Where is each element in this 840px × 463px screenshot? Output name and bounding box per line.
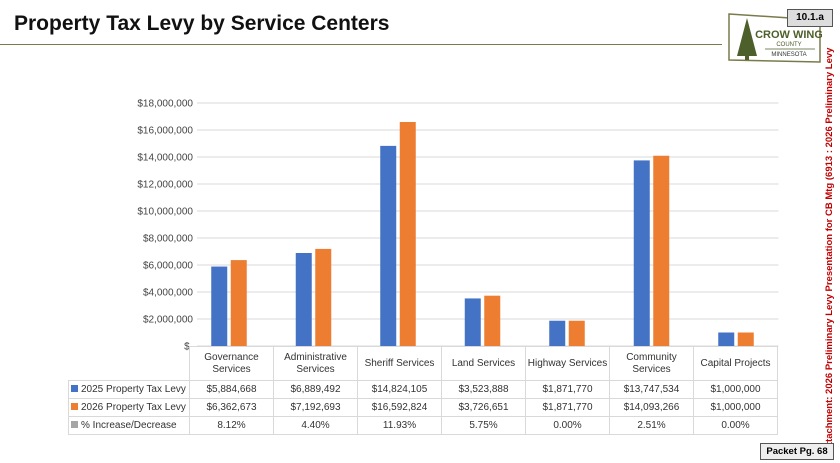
- series-name: 2025 Property Tax Levy: [81, 384, 186, 395]
- category-label: Community Services: [609, 346, 694, 381]
- category-label: Sheriff Services: [357, 346, 442, 381]
- bar-2025: [549, 320, 566, 346]
- category-label: Administrative Services: [273, 346, 358, 381]
- category-label: Land Services: [441, 346, 526, 381]
- data-label: $3,726,651: [441, 398, 526, 417]
- data-label: $3,523,888: [441, 380, 526, 399]
- legend-swatch: [71, 385, 78, 392]
- data-label: 8.12%: [189, 416, 274, 435]
- table-corner: [68, 346, 190, 381]
- bar-2026: [568, 320, 585, 346]
- data-label: 0.00%: [693, 416, 778, 435]
- page-title: Property Tax Levy by Service Centers: [14, 12, 390, 35]
- legend-entry: % Increase/Decrease: [68, 416, 190, 435]
- legend-entry: 2026 Property Tax Levy: [68, 398, 190, 417]
- data-label: 11.93%: [357, 416, 442, 435]
- y-tick-label: $4,000,000: [143, 288, 193, 299]
- series-name: % Increase/Decrease: [81, 420, 177, 431]
- bar-2025: [380, 145, 397, 346]
- data-label: $14,093,266: [609, 398, 694, 417]
- data-label: 4.40%: [273, 416, 358, 435]
- legend-swatch: [71, 421, 78, 428]
- data-label: $1,000,000: [693, 398, 778, 417]
- bar-2026: [737, 332, 754, 346]
- y-tick-label: $8,000,000: [143, 234, 193, 245]
- data-label: $6,889,492: [273, 380, 358, 399]
- category-label: Highway Services: [525, 346, 610, 381]
- bar-2026: [230, 260, 247, 346]
- y-tick-label: $16,000,000: [137, 126, 193, 137]
- data-label: 5.75%: [441, 416, 526, 435]
- y-tick-label: $18,000,000: [137, 99, 193, 110]
- y-tick-label: $6,000,000: [143, 261, 193, 272]
- svg-text:MINNESOTA: MINNESOTA: [771, 52, 806, 58]
- y-tick-label: $12,000,000: [137, 180, 193, 191]
- series-name: 2026 Property Tax Levy: [81, 402, 186, 413]
- bar-2025: [718, 332, 735, 346]
- bar-2026: [399, 121, 416, 346]
- legend-swatch: [71, 403, 78, 410]
- agenda-item-badge: 10.1.a: [787, 9, 833, 27]
- data-label: $1,000,000: [693, 380, 778, 399]
- y-tick-label: $10,000,000: [137, 207, 193, 218]
- packet-page: Packet Pg. 68: [760, 443, 834, 460]
- data-label: $14,824,105: [357, 380, 442, 399]
- crow-wing-county-logo: CROW WING COUNTY MINNESOTA: [727, 12, 823, 64]
- y-tick-label: $14,000,000: [137, 153, 193, 164]
- data-label: 2.51%: [609, 416, 694, 435]
- data-label: $13,747,534: [609, 380, 694, 399]
- data-label: $6,362,673: [189, 398, 274, 417]
- bar-2026: [484, 295, 501, 346]
- svg-text:CROW WING: CROW WING: [755, 29, 822, 41]
- legend-entry: 2025 Property Tax Levy: [68, 380, 190, 399]
- svg-text:COUNTY: COUNTY: [776, 42, 801, 48]
- title-divider: [0, 44, 722, 45]
- bar-2025: [211, 266, 228, 346]
- data-label: $7,192,693: [273, 398, 358, 417]
- data-label: 0.00%: [525, 416, 610, 435]
- data-table: Governance Services Administrative Servic…: [68, 346, 778, 435]
- data-label: $16,592,824: [357, 398, 442, 417]
- category-label: Capital Projects: [693, 346, 778, 381]
- bar-2025: [295, 252, 312, 346]
- data-label: $5,884,668: [189, 380, 274, 399]
- bar-2025: [633, 160, 650, 346]
- bar-2026: [315, 248, 332, 346]
- data-label: $1,871,770: [525, 398, 610, 417]
- y-tick-label: $2,000,000: [143, 315, 193, 326]
- bar-2025: [464, 298, 481, 346]
- data-label: $1,871,770: [525, 380, 610, 399]
- category-label: Governance Services: [189, 346, 274, 381]
- bar-2026: [653, 155, 670, 346]
